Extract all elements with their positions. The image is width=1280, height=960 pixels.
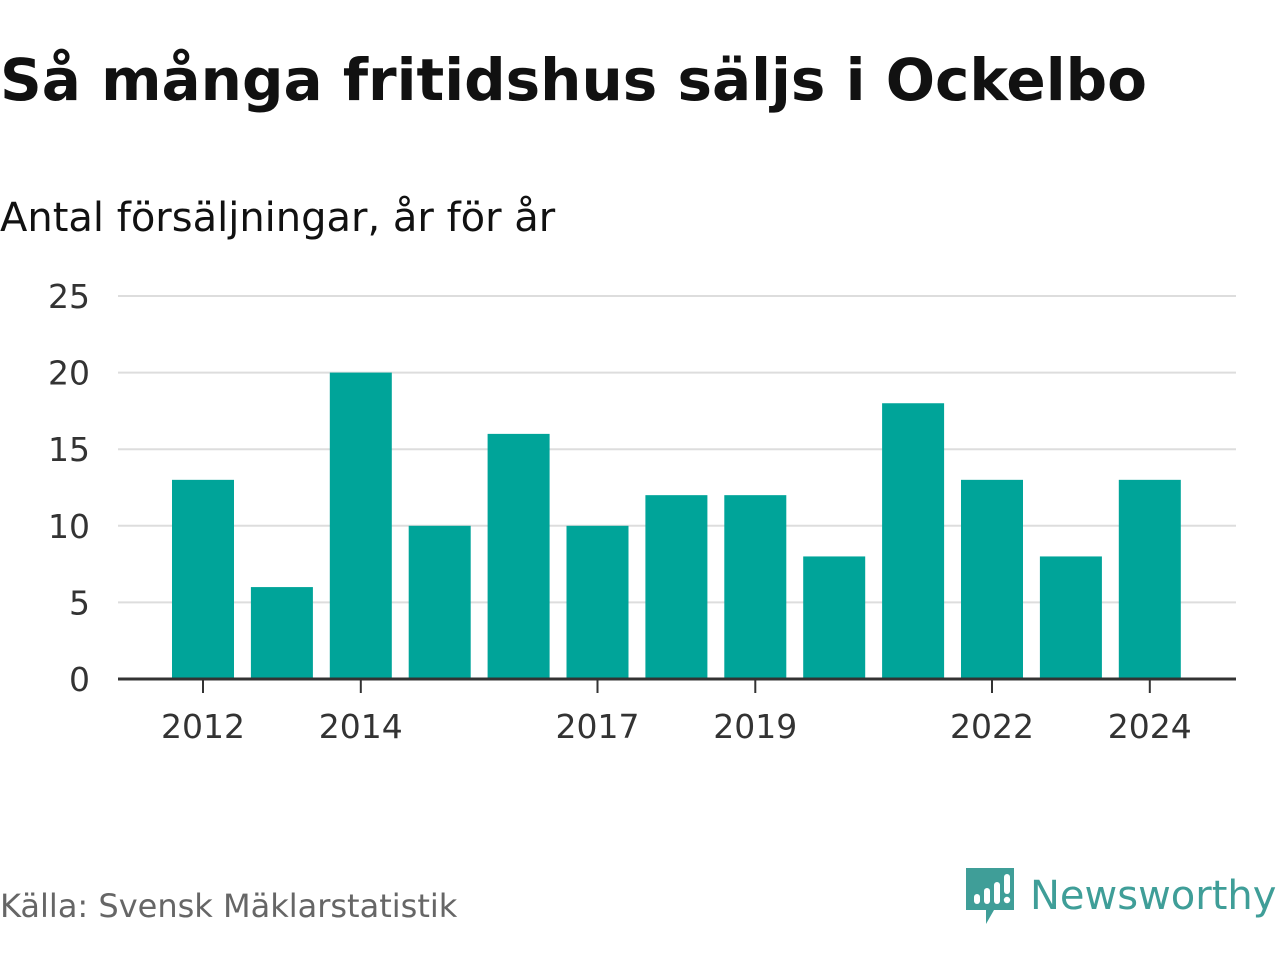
x-tick-label: 2017 bbox=[556, 707, 640, 746]
bar-2022 bbox=[961, 479, 1023, 679]
y-axis-ticks: 0 5 10 15 20 25 bbox=[48, 277, 90, 699]
bars bbox=[172, 372, 1181, 679]
newsworthy-logo-icon bbox=[966, 868, 1014, 924]
chart-title: Så många fritidshus säljs i Ockelbo bbox=[0, 46, 1147, 114]
y-tick-label: 20 bbox=[48, 354, 90, 393]
x-tick-label: 2024 bbox=[1108, 707, 1192, 746]
bar-2015 bbox=[408, 525, 471, 679]
x-tick-label: 2019 bbox=[713, 707, 797, 746]
newsworthy-logo-text: Newsworthy bbox=[1030, 873, 1277, 919]
x-tick-label: 2014 bbox=[319, 707, 403, 746]
x-tick-label: 2022 bbox=[950, 707, 1034, 746]
y-tick-label: 10 bbox=[48, 507, 90, 546]
chart-subtitle: Antal försäljningar, år för år bbox=[0, 195, 556, 241]
bar-2017 bbox=[566, 525, 629, 679]
x-tick-label: 2012 bbox=[161, 707, 245, 746]
y-tick-label: 25 bbox=[48, 277, 90, 316]
bar-2016 bbox=[487, 433, 550, 679]
x-axis-ticks: 2012 2014 2017 2019 2022 2024 bbox=[161, 679, 1192, 746]
bar-2024 bbox=[1118, 479, 1181, 679]
bar-2020 bbox=[803, 556, 866, 679]
source-note: Källa: Svensk Mäklarstatistik bbox=[0, 887, 458, 925]
bar-2014 bbox=[329, 372, 392, 679]
newsworthy-logo[interactable]: Newsworthy bbox=[964, 864, 1276, 928]
bar-2023 bbox=[1039, 556, 1102, 679]
bar-chart: 0 5 10 15 20 25 2012 2014 2017 2019 2022 2024 bbox=[48, 277, 1236, 746]
y-tick-label: 5 bbox=[69, 583, 90, 622]
bar-2012 bbox=[172, 479, 234, 679]
y-tick-label: 15 bbox=[48, 430, 90, 469]
bar-2019 bbox=[724, 495, 787, 679]
y-tick-label: 0 bbox=[69, 660, 90, 699]
bar-2021 bbox=[882, 403, 945, 679]
bar-2013 bbox=[250, 587, 313, 679]
bar-2018 bbox=[645, 495, 708, 679]
